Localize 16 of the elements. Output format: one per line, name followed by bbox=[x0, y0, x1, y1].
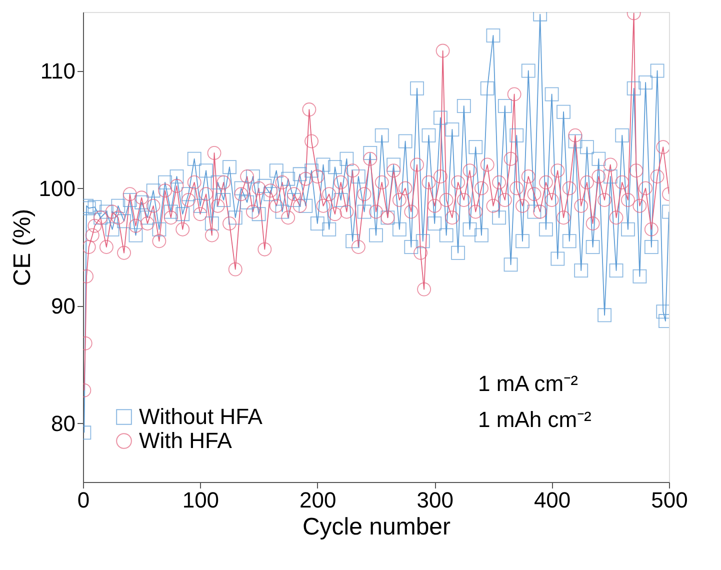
x-tick-label: 100 bbox=[182, 488, 220, 512]
x-tick-label: 300 bbox=[416, 488, 454, 512]
x-tick-label: 500 bbox=[651, 488, 688, 512]
x-tick-label: 0 bbox=[77, 488, 90, 512]
annotation: 1 mAh cm⁻² bbox=[478, 407, 592, 432]
y-tick-label: 110 bbox=[40, 58, 76, 84]
x-axis-title: Cycle number bbox=[302, 514, 451, 540]
y-axis-title: CE (%) bbox=[8, 208, 36, 286]
legend-label: With HFA bbox=[139, 428, 232, 453]
y-tick-label: 90 bbox=[51, 293, 76, 318]
y-tick-label: 100 bbox=[38, 176, 76, 201]
legend-label: Without HFA bbox=[139, 404, 263, 429]
y-tick-label: 80 bbox=[51, 410, 76, 436]
x-tick-label: 200 bbox=[300, 488, 336, 512]
x-tick-label: 400 bbox=[534, 488, 571, 512]
annotation: 1 mA cm⁻² bbox=[478, 371, 578, 396]
